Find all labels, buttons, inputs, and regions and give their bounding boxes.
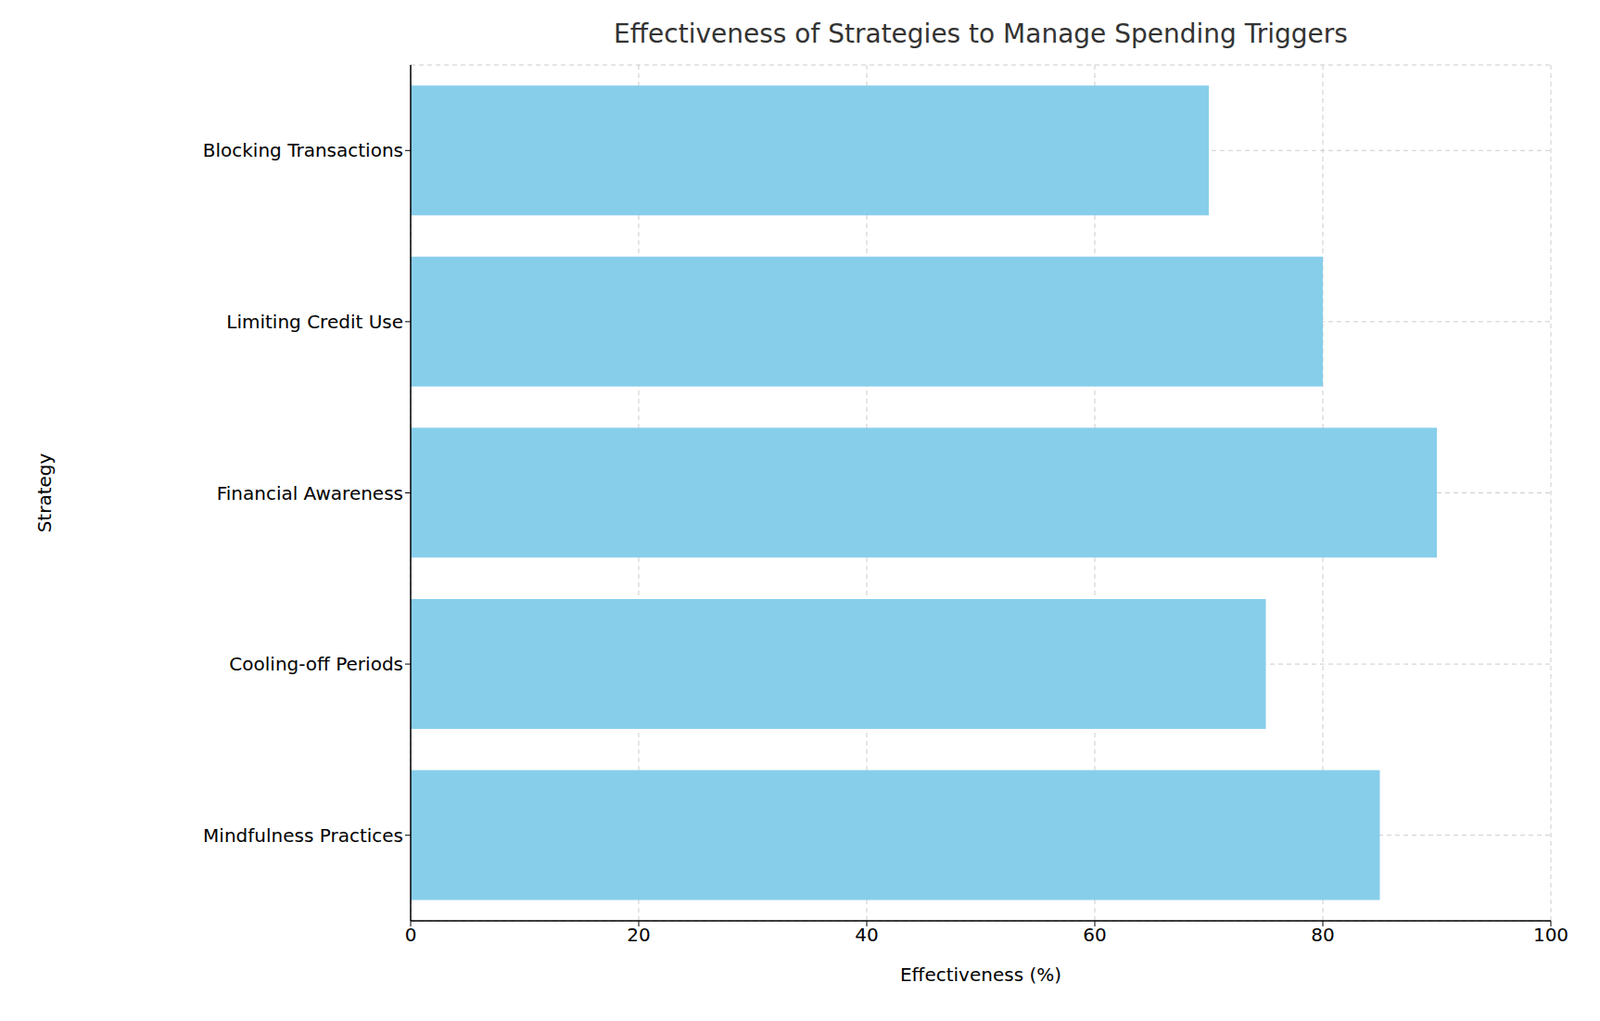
svg-text:Cooling-off Periods: Cooling-off Periods [228, 652, 404, 675]
svg-text:0: 0 [405, 923, 418, 946]
svg-text:Blocking Transactions: Blocking Transactions [203, 139, 404, 162]
svg-text:100: 100 [1533, 923, 1569, 946]
svg-text:Financial Awareness: Financial Awareness [216, 482, 404, 505]
html-text:Effectiveness of Strategies to: Effectiveness of Strategies to Manage Sp… [613, 18, 1348, 50]
svg-text:Mindfulness Practices: Mindfulness Practices [203, 824, 404, 847]
svg-text:Effectiveness (%): Effectiveness (%) [900, 963, 1062, 986]
svg-text:Strategy: Strategy [33, 452, 56, 533]
svg-text:40: 40 [854, 923, 878, 946]
svg-text:20: 20 [626, 923, 650, 946]
svg-text:60: 60 [1082, 923, 1106, 946]
svg-text:80: 80 [1310, 923, 1334, 946]
svg-text:Limiting Credit Use: Limiting Credit Use [226, 310, 404, 333]
